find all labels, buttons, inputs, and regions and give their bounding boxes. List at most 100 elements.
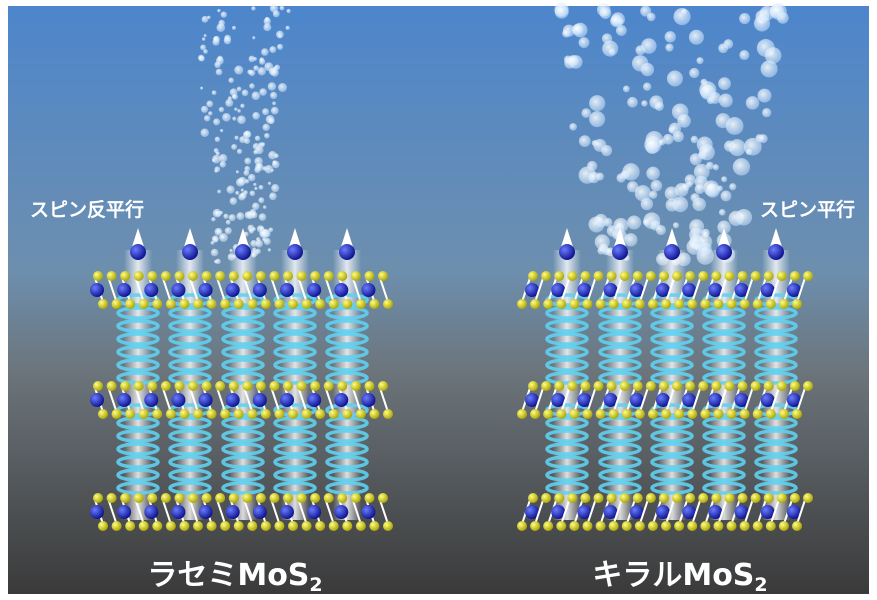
sulfur-atom [700, 299, 710, 309]
electron-bubble [255, 136, 260, 141]
sulfur-atom [777, 271, 787, 281]
electron [664, 244, 680, 260]
left-material-label: ラセミMoS2 [147, 558, 322, 596]
electron-bubble [667, 71, 683, 87]
electron-bubble [265, 17, 270, 22]
sulfur-atom [283, 271, 293, 281]
electron-bubble [226, 185, 234, 193]
sulfur-atom [620, 271, 630, 281]
electron-bubble [268, 248, 271, 251]
sulfur-atom [528, 271, 538, 281]
electron-bubble [627, 97, 638, 108]
sulfur-atom [147, 493, 157, 503]
sulfur-atom [740, 299, 750, 309]
sulfur-atom [125, 299, 135, 309]
electron-bubble [278, 83, 287, 92]
sulfur-atom [120, 493, 130, 503]
electron-bubble [691, 136, 699, 144]
electron-bubble [232, 117, 236, 121]
electron-bubble [269, 192, 277, 200]
sulfur-atom [220, 409, 230, 419]
sulfur-atom [713, 521, 723, 531]
sulfur-atom [329, 409, 339, 419]
sulfur-atom [635, 409, 645, 419]
molybdenum-atom [226, 393, 240, 407]
sulfur-atom [107, 271, 117, 281]
electron-bubble [216, 151, 220, 155]
sulfur-atom [378, 381, 388, 391]
sulfur-atom [202, 271, 212, 281]
sulfur-atom [302, 299, 312, 309]
electron-bubble [212, 235, 219, 242]
electron-bubble [228, 96, 232, 100]
sulfur-atom [202, 381, 212, 391]
electron-bubble [212, 90, 217, 95]
sulfur-atom [378, 493, 388, 503]
sulfur-atom [517, 521, 527, 531]
sulfur-atom [648, 521, 658, 531]
sulfur-atom [269, 493, 279, 503]
electron-bubble [627, 215, 641, 229]
sulfur-atom [713, 299, 723, 309]
sulfur-atom [274, 299, 284, 309]
sulfur-atom [188, 493, 198, 503]
electron-bubble [225, 227, 232, 234]
electron-bubble [249, 70, 255, 76]
electron-bubble [268, 82, 276, 90]
sulfur-atom [543, 521, 553, 531]
sulfur-atom [166, 521, 176, 531]
sulfur-atom [567, 493, 577, 503]
sulfur-atom [107, 493, 117, 503]
electron-bubble [721, 176, 727, 182]
electron-bubble [262, 108, 269, 115]
electron-bubble [597, 247, 605, 255]
electron-bubble [681, 9, 687, 15]
sulfur-atom [297, 493, 307, 503]
sulfur-atom [582, 521, 592, 531]
sulfur-atom [646, 381, 656, 391]
electron-bubble [222, 113, 231, 122]
electron-bubble [249, 83, 255, 89]
sulfur-atom [342, 409, 352, 419]
sulfur-atom [738, 493, 748, 503]
electron-bubble [216, 69, 223, 76]
electron-bubble [234, 108, 237, 111]
sulfur-atom [724, 493, 734, 503]
sulfur-atom [107, 381, 117, 391]
electron-bubble [262, 237, 266, 241]
electron-bubble [718, 77, 731, 90]
sulfur-atom [166, 409, 176, 419]
electron-bubble [746, 96, 760, 110]
sulfur-atom [554, 493, 564, 503]
electron-bubble [269, 46, 276, 53]
sulfur-atom [711, 381, 721, 391]
sulfur-atom [188, 381, 198, 391]
electron-bubble [588, 172, 599, 183]
sulfur-atom [152, 299, 162, 309]
electron-bubble [215, 137, 220, 142]
electron-bubble [228, 78, 234, 84]
molybdenum-atom [253, 283, 267, 297]
sulfur-atom [607, 271, 617, 281]
electron-bubble [602, 41, 618, 57]
molybdenum-atom [144, 393, 158, 407]
sulfur-atom [364, 381, 374, 391]
sulfur-atom [315, 299, 325, 309]
sulfur-atom [698, 493, 708, 503]
sulfur-atom [174, 381, 184, 391]
sulfur-atom [569, 521, 579, 531]
electron-bubble [600, 7, 612, 19]
sulfur-atom [674, 299, 684, 309]
sulfur-atom [685, 493, 695, 503]
electron-bubble [252, 203, 259, 210]
sulfur-atom [93, 271, 103, 281]
electron-bubble [259, 185, 264, 190]
sulfur-atom [620, 493, 630, 503]
electron-bubble [689, 30, 704, 45]
sulfur-atom [724, 271, 734, 281]
electron-bubble [641, 100, 647, 106]
sulfur-atom [215, 381, 225, 391]
sulfur-atom [635, 299, 645, 309]
sulfur-atom [582, 409, 592, 419]
sulfur-atom [112, 409, 122, 419]
